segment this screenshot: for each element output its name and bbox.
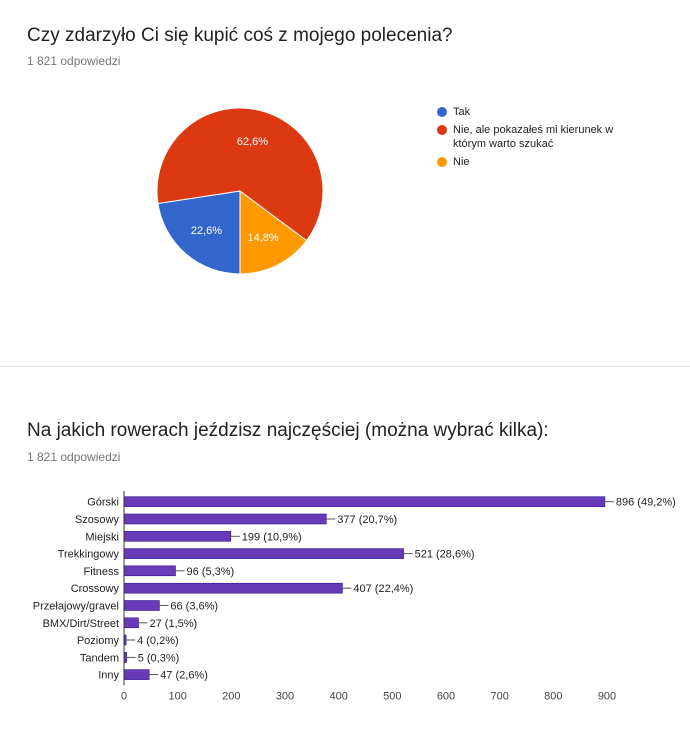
bar-value-label: 66 (3,6%) (170, 601, 218, 613)
legend-swatch-nie-ale (437, 125, 447, 135)
legend-label-nie-ale: Nie, ale pokazałeś mi kierunek w którym … (453, 124, 614, 150)
bar-value-label: 4 (0,2%) (137, 635, 179, 647)
response-count-1: 1 821 odpowiedzi (27, 54, 121, 68)
bar (123, 531, 232, 542)
card-divider (0, 366, 690, 367)
x-tick-label: 100 (169, 690, 187, 702)
category-label: Poziomy (77, 635, 120, 647)
bar (123, 496, 606, 507)
bar-value-label: 27 (1,5%) (150, 618, 198, 630)
bar (123, 513, 327, 525)
category-label: Szosowy (75, 514, 120, 526)
bar-value-label: 407 (22,4%) (353, 583, 413, 595)
bar-value-label: 96 (5,3%) (187, 566, 235, 578)
bar (123, 582, 343, 594)
legend-swatch-nie (437, 157, 447, 167)
pie-slice-label-nie-ale: 62,6% (237, 136, 268, 148)
question-title-1: Czy zdarzyło Ci się kupić coś z mojego p… (27, 25, 453, 46)
bar-value-label: 896 (49,2%) (616, 497, 676, 509)
x-tick-label: 900 (598, 690, 616, 702)
legend-label-tak: Tak (453, 106, 471, 118)
bar-chart-card: Na jakich rowerach jeździsz najczęściej … (0, 367, 690, 747)
bar (123, 617, 139, 629)
x-tick-label: 0 (121, 690, 127, 702)
category-label: Trekkingowy (58, 549, 120, 561)
bar (123, 669, 150, 680)
bar (123, 548, 404, 559)
pie-slice-tak (157, 190, 241, 275)
category-label: BMX/Dirt/Street (43, 618, 119, 630)
category-label: Crossowy (71, 583, 120, 595)
legend-item-tak: Tak (437, 105, 637, 119)
bar-value-label: 5 (0,3%) (138, 652, 180, 664)
pie-slice-label-tak: 22,6% (191, 225, 222, 237)
x-tick-label: 400 (330, 690, 348, 702)
pie-chart: 22,6% 62,6% 14,8% (156, 107, 324, 275)
category-label: Miejski (85, 531, 119, 543)
legend-item-nie: Nie (437, 155, 637, 169)
question-title-2: Na jakich rowerach jeździsz najczęściej … (27, 420, 549, 441)
bar-value-label: 377 (20,7%) (337, 514, 397, 526)
bar-value-label: 521 (28,6%) (415, 549, 475, 561)
category-label: Tandem (80, 652, 119, 664)
x-tick-label: 700 (491, 690, 509, 702)
pie-slice-label-nie: 14,8% (247, 232, 278, 244)
x-tick-label: 600 (437, 690, 455, 702)
bar-value-label: 47 (2,6%) (160, 670, 208, 682)
x-tick-label: 300 (276, 690, 294, 702)
bar-value-label: 199 (10,9%) (242, 531, 302, 543)
category-label: Fitness (84, 566, 120, 578)
category-label: Inny (98, 670, 119, 682)
legend-item-nie-ale: Nie, ale pokazałeś mi kierunek w którym … (437, 123, 637, 151)
pie-legend: Tak Nie, ale pokazałeś mi kierunek w któr… (437, 105, 637, 173)
bar-chart: Górski 896 (49,2%) Szosowy 377 (20,7%) Miejs… (33, 491, 676, 702)
category-label: Górski (87, 497, 119, 509)
pie-chart-card: Czy zdarzyło Ci się kupić coś z mojego p… (0, 0, 690, 366)
x-tick-label: 200 (222, 690, 240, 702)
pie-slice-nie-ale (156, 107, 324, 242)
legend-swatch-tak (437, 107, 447, 117)
bar (123, 565, 176, 577)
x-tick-label: 500 (383, 690, 401, 702)
pie-slice-nie (239, 190, 308, 275)
category-label: Przełajowy/gravel (33, 601, 119, 613)
x-tick-label: 800 (544, 690, 562, 702)
bar (123, 600, 160, 611)
legend-label-nie: Nie (453, 156, 470, 168)
response-count-2: 1 821 odpowiedzi (27, 450, 121, 464)
